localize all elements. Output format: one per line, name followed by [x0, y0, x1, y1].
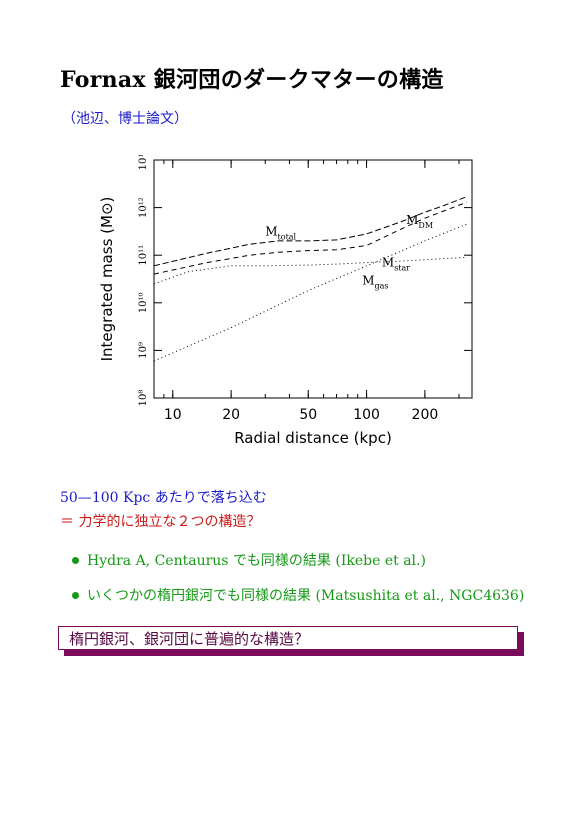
- plot-frame: [153, 159, 473, 399]
- y-axis-label: Integrated mass (M⊙): [98, 197, 116, 362]
- x-tick-label: 10: [164, 407, 182, 423]
- callout-text: 楕円銀河、銀河団に普遍的な構造？: [69, 630, 310, 648]
- x-axis-label: Radial distance (kpc): [234, 429, 392, 447]
- bullet-item: いくつかの楕円銀河でも同様の結果 (Matsushita et al., NGC…: [72, 585, 524, 605]
- citation: （池辺、博士論文）: [62, 111, 188, 127]
- x-tick-label: 100: [353, 407, 380, 423]
- bullet-item: Hydra A, Centaurus でも同様の結果 (Ikebe et al.…: [72, 550, 426, 570]
- series-label: Mgas: [362, 274, 388, 291]
- series-line-m-total: [153, 196, 468, 267]
- y-tick-label: 10¹²: [138, 197, 149, 218]
- mass-profile-chart: 10 20 50 100 200 10⁸ 10⁹ 10¹⁰ 10¹¹ 10¹² 10¹³ Mtot…: [96, 155, 476, 453]
- bullet-text: いくつかの楕円銀河でも同様の結果 (Matsushita et al., NGC…: [87, 588, 525, 604]
- y-tick-label: 10¹¹: [138, 245, 149, 266]
- series-line-m-dm: [153, 201, 468, 275]
- page-title: Fornax 銀河団のダークマターの構造: [60, 67, 444, 93]
- statement-two-structures: ＝ 力学的に独立な２つの構造？: [60, 514, 261, 530]
- series-label: MDM: [406, 213, 433, 230]
- callout-box: 楕円銀河、銀河団に普遍的な構造？: [58, 626, 518, 650]
- y-tick-label: 10⁸: [138, 390, 149, 407]
- bullet-text: Hydra A, Centaurus でも同様の結果 (Ikebe et al.…: [87, 553, 426, 569]
- series-label: Mstar: [382, 255, 410, 272]
- x-tick-label: 200: [412, 407, 439, 423]
- bullet-icon: [72, 591, 79, 599]
- series-line-m-gas: [153, 223, 468, 362]
- statement-dropoff: 50—100 Kpc あたりで落ち込む: [60, 490, 267, 506]
- x-tick-label: 20: [222, 407, 240, 423]
- series-label: Mtotal: [265, 224, 296, 241]
- y-tick-label: 10¹⁰: [138, 292, 149, 313]
- chart-svg: 10 20 50 100 200 10⁸ 10⁹ 10¹⁰ 10¹¹ 10¹² 10¹³ Mtot…: [98, 155, 473, 447]
- series-line-m-star: [153, 256, 468, 285]
- y-tick-label: 10⁹: [138, 342, 149, 359]
- bullet-icon: [72, 556, 79, 564]
- x-tick-label: 50: [299, 407, 317, 423]
- y-tick-label: 10¹³: [138, 155, 149, 170]
